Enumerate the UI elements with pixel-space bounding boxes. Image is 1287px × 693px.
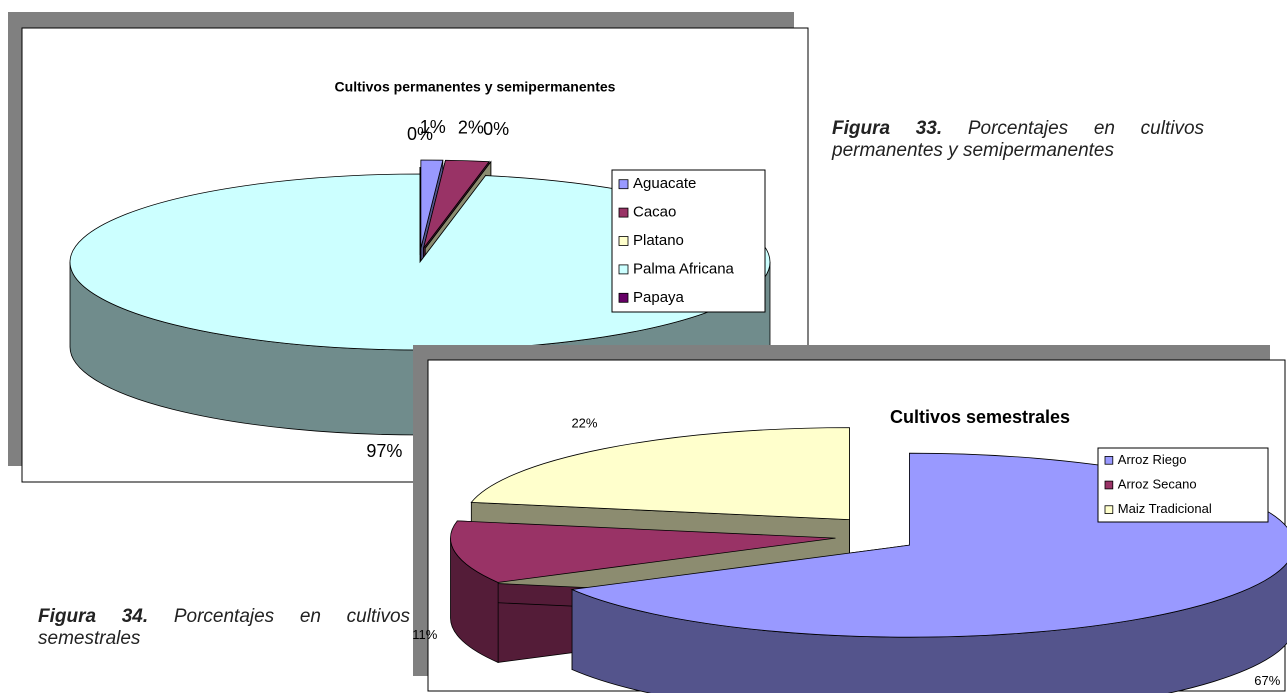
data-label: 2% bbox=[458, 118, 484, 138]
legend-label: Aguacate bbox=[633, 175, 696, 192]
legend-swatch bbox=[618, 207, 629, 218]
chart-title: Cultivos semestrales bbox=[890, 407, 1070, 427]
legend-label: Arroz Secano bbox=[1118, 476, 1197, 491]
legend-swatch bbox=[618, 236, 629, 246]
pie-slice bbox=[450, 520, 836, 583]
legend-swatch bbox=[1104, 480, 1114, 490]
caption-label: Figura 33. bbox=[832, 118, 943, 139]
chart: Cultivos semestrales 67% 11% 22% Arroz Riego… bbox=[412, 345, 1287, 693]
pie-slice bbox=[470, 427, 850, 521]
data-label: 22% bbox=[571, 416, 597, 431]
legend-label: Papaya bbox=[633, 289, 685, 306]
legend-swatch bbox=[618, 292, 629, 303]
data-label: 97% bbox=[366, 441, 402, 461]
pie-slice bbox=[424, 161, 492, 249]
legend-label: Platano bbox=[633, 232, 684, 249]
data-label: 0% bbox=[483, 119, 509, 139]
data-label: 11% bbox=[412, 627, 437, 642]
caption-text: Porcentajes en cultivos permanentes y se… bbox=[832, 118, 1205, 161]
legend-label: Maiz Tradicional bbox=[1118, 501, 1212, 516]
legend-swatch bbox=[618, 179, 629, 190]
chart-title: Cultivos permanentes y semipermanentes bbox=[335, 79, 616, 95]
caption-text: Porcentajes en cultivos semestrales bbox=[38, 606, 411, 649]
legend-swatch bbox=[618, 264, 629, 275]
data-label: 0% bbox=[407, 124, 433, 144]
legend-label: Cacao bbox=[633, 204, 676, 221]
legend-label: Palma Africana bbox=[633, 260, 735, 277]
caption: Figura 33. Porcentajes en cultivos perma… bbox=[832, 118, 1204, 162]
caption: Figura 34. Porcentajes en cultivos semes… bbox=[38, 606, 410, 650]
pie-slice bbox=[420, 159, 444, 249]
pie-slice bbox=[423, 159, 490, 249]
legend-box bbox=[611, 169, 766, 313]
caption-label: Figura 34. bbox=[38, 606, 149, 627]
data-label: 1% bbox=[420, 117, 446, 137]
legend-swatch bbox=[1104, 456, 1114, 465]
legend-box bbox=[1097, 447, 1269, 523]
data-label: 67% bbox=[1254, 673, 1280, 688]
legend-swatch bbox=[1104, 505, 1114, 514]
chart: Cultivos permanentes y semipermanentes 1%… bbox=[8, 12, 809, 483]
legend-label: Arroz Riego bbox=[1118, 452, 1187, 467]
